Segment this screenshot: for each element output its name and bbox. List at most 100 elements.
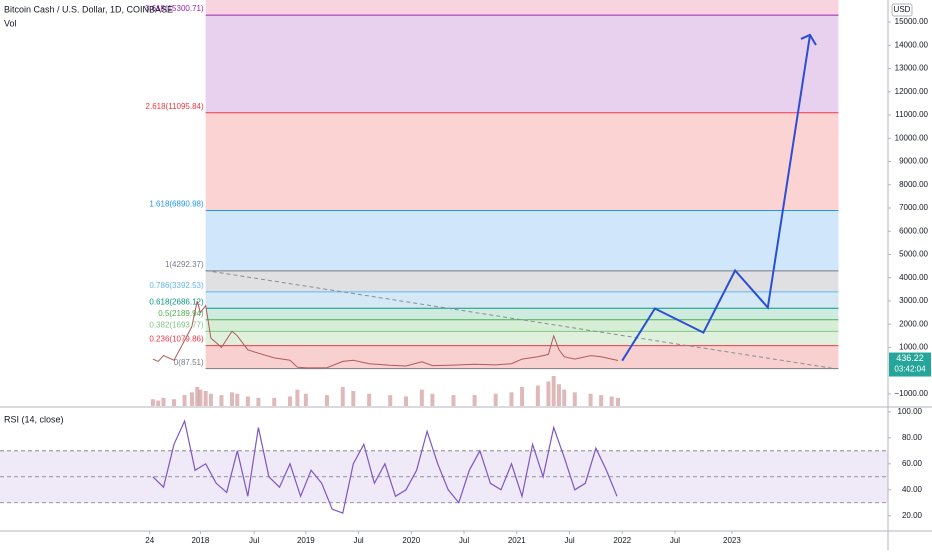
volume-bar <box>203 391 208 406</box>
price-pane: 0(87.51) 0.236(1079.86) 0.382(1693.77) 0.5(… <box>145 0 839 406</box>
y-tick-label: 10000.00 <box>895 133 929 142</box>
volume-bar <box>472 395 477 406</box>
y-tick-label: 9000.00 <box>899 157 928 166</box>
fib-label: 0(87.51) <box>174 358 204 367</box>
rsi-pane <box>0 419 888 514</box>
currency-box[interactable] <box>891 3 913 17</box>
volume-bar <box>219 395 224 406</box>
overlay: 15000.00 14000.00 13000.00 12000.00 11000.00… <box>145 17 931 545</box>
volume-bar <box>303 393 308 406</box>
y-tick-label: −1000.00 <box>894 389 928 398</box>
volume-bar <box>509 392 514 406</box>
fib-zone <box>205 319 839 332</box>
volume-bar <box>208 393 213 406</box>
fib-zone <box>205 345 839 369</box>
x-tick-label: 2018 <box>191 536 209 545</box>
volume-bar <box>245 396 250 406</box>
volume-bar <box>324 395 329 406</box>
volume-bar <box>182 395 187 406</box>
volume-bar <box>340 386 345 406</box>
rsi-line <box>152 419 618 514</box>
rsi-y-tick-label: 20.00 <box>902 511 923 520</box>
x-tick-label: 2022 <box>613 536 631 545</box>
x-tick-label: 2020 <box>402 536 420 545</box>
rsi-y-tick-label: 60.00 <box>902 459 923 468</box>
x-tick-label: 2021 <box>508 536 526 545</box>
y-tick-label: 7000.00 <box>899 203 928 212</box>
x-tick-label: Jul <box>670 536 680 545</box>
y-tick-label: 5000.00 <box>899 250 928 259</box>
volume-bar <box>351 391 356 406</box>
fib-zone <box>205 15 839 113</box>
rsi-title: RSI (14, close) <box>4 414 64 424</box>
x-tick-label: Jul <box>459 536 469 545</box>
chart-title: Bitcoin Cash / U.S. Dollar, 1D, COINBASE <box>4 4 173 14</box>
y-tick-label: 8000.00 <box>899 180 928 189</box>
volume-bar <box>288 396 293 406</box>
fib-label: 3.618(15300.71) <box>145 4 204 13</box>
projection-line <box>621 34 811 362</box>
volume-bar <box>616 397 621 406</box>
fib-label: 0.618(2686.12) <box>149 297 204 306</box>
volume-bar <box>256 397 261 406</box>
price-line <box>152 300 619 369</box>
fib-label: 0.382(1693.77) <box>149 320 204 329</box>
rsi-y-tick-label: 100.00 <box>898 407 923 416</box>
volume-bar <box>493 393 498 406</box>
countdown: 03:42:04 <box>894 365 926 374</box>
x-tick-label: Jul <box>353 536 363 545</box>
y-tick-label: 2000.00 <box>899 319 928 328</box>
volume-bar <box>535 385 540 406</box>
volume-bar <box>588 393 593 406</box>
volume-bar <box>230 392 235 406</box>
y-tick-label: 11000.00 <box>895 110 928 119</box>
volume-bar <box>419 389 424 406</box>
volume-bar <box>172 399 177 406</box>
trendline <box>205 270 836 370</box>
fib-zone <box>205 308 839 320</box>
volume-bar <box>161 397 166 406</box>
fib-zone <box>205 270 839 292</box>
volume-bar <box>572 392 577 406</box>
fib-label: 1(4292.37) <box>165 260 204 269</box>
volume-bar <box>388 395 393 406</box>
y-tick-label: 15000.00 <box>895 17 929 26</box>
volume-bar <box>562 389 567 406</box>
y-tick-label: 4000.00 <box>899 273 928 282</box>
x-tick-label: 24 <box>145 536 154 545</box>
y-tick-label: 12000.00 <box>895 87 929 96</box>
volume-bar <box>156 400 161 406</box>
volume-bar <box>430 393 435 406</box>
last-price: 436.22 <box>896 353 924 363</box>
volume-bar <box>272 397 277 406</box>
fib-top-zone <box>205 0 839 16</box>
fib-zone <box>205 331 839 346</box>
volume-bar <box>599 395 604 406</box>
volume-bar <box>551 376 556 406</box>
volume-bar <box>189 392 194 406</box>
volume-bar <box>546 381 551 406</box>
fib-zone <box>205 112 839 211</box>
y-tick-label: 3000.00 <box>899 296 928 305</box>
volume-bar <box>235 393 240 406</box>
volume-bar <box>556 384 561 406</box>
fib-zone <box>205 210 839 271</box>
arrow-head <box>800 33 817 46</box>
rsi-y-tick-label: 80.00 <box>902 433 923 442</box>
fib-label: 2.618(11095.84) <box>146 102 204 111</box>
volume-bar <box>295 389 300 406</box>
x-tick-label: Jul <box>249 536 259 545</box>
fib-label: 0.786(3392.53) <box>149 281 204 290</box>
y-tick-label: 6000.00 <box>899 226 928 235</box>
y-tick-label: 1000.00 <box>899 343 928 352</box>
x-tick-label: Jul <box>564 536 574 545</box>
volume-bar <box>195 386 200 406</box>
volume-label: Vol <box>4 18 17 28</box>
volume-bar <box>451 395 456 406</box>
volume-bar <box>404 396 409 406</box>
volume-bar <box>150 399 155 406</box>
fib-label: 0.236(1079.86) <box>149 335 204 344</box>
volume-bar <box>198 389 203 406</box>
y-tick-label: 13000.00 <box>895 64 929 73</box>
